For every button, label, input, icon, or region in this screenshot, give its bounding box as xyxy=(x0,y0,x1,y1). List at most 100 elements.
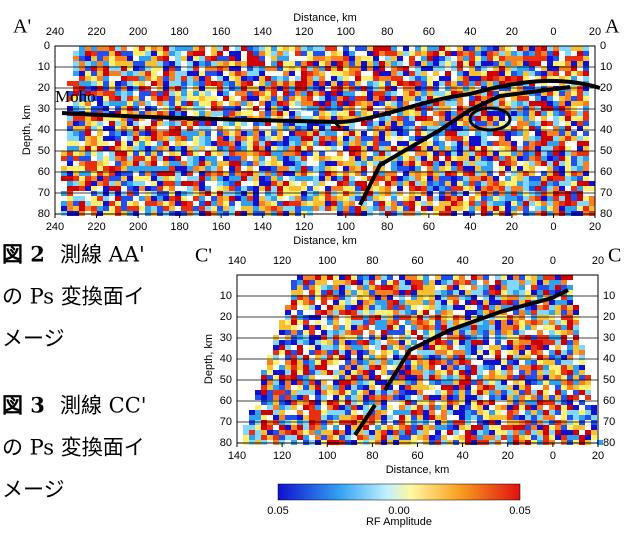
rf-cell xyxy=(519,425,525,430)
rf-cell xyxy=(537,290,543,295)
rf-cell xyxy=(375,345,381,350)
rf-cell xyxy=(297,285,303,290)
rf-cell xyxy=(331,191,337,196)
rf-cell xyxy=(571,56,577,61)
rf-cell xyxy=(565,136,571,141)
rf-cell xyxy=(505,156,511,161)
rf-cell xyxy=(549,410,555,415)
rf-cell xyxy=(343,91,349,96)
x-axis-label: Distance, km xyxy=(386,464,450,476)
rf-cell xyxy=(363,430,369,435)
rf-cell xyxy=(217,181,223,186)
rf-cell xyxy=(229,146,235,151)
rf-cell xyxy=(181,166,187,171)
rf-cell xyxy=(145,101,151,106)
rf-cell xyxy=(333,360,339,365)
rf-cell xyxy=(277,186,283,191)
rf-cell xyxy=(477,420,483,425)
rf-cell xyxy=(439,46,445,51)
rf-cell xyxy=(475,51,481,56)
rf-cell xyxy=(307,206,313,211)
rf-cell xyxy=(103,206,109,211)
rf-cell xyxy=(273,340,279,345)
rf-cell xyxy=(277,206,283,211)
rf-cell xyxy=(571,131,577,136)
rf-cell xyxy=(151,81,157,86)
rf-cell xyxy=(549,300,555,305)
rf-cell xyxy=(381,310,387,315)
rf-cell xyxy=(151,106,157,111)
rf-cell xyxy=(103,76,109,81)
y-tick-label: 0 xyxy=(600,40,606,52)
rf-cell xyxy=(151,151,157,156)
rf-cell xyxy=(381,300,387,305)
rf-cell xyxy=(423,430,429,435)
rf-cell xyxy=(573,370,579,375)
rf-cell xyxy=(271,201,277,206)
rf-cell xyxy=(471,330,477,335)
rf-cell xyxy=(181,86,187,91)
rf-cell xyxy=(541,96,547,101)
rf-cell xyxy=(399,420,405,425)
rf-cell xyxy=(253,201,259,206)
rf-cell xyxy=(343,206,349,211)
rf-cell xyxy=(495,325,501,330)
rf-cell xyxy=(457,141,463,146)
rf-cell xyxy=(73,146,79,151)
rf-cell xyxy=(309,350,315,355)
rf-cell xyxy=(511,191,517,196)
rf-cell xyxy=(501,345,507,350)
rf-cell xyxy=(561,350,567,355)
rf-cell xyxy=(519,380,525,385)
rf-cell xyxy=(249,410,255,415)
rf-cell xyxy=(429,330,435,335)
rf-cell xyxy=(67,206,73,211)
rf-cell xyxy=(217,186,223,191)
rf-cell xyxy=(403,46,409,51)
rf-cell xyxy=(379,146,385,151)
rf-cell xyxy=(397,101,403,106)
rf-cell xyxy=(577,56,583,61)
rf-cell xyxy=(415,51,421,56)
rf-cell xyxy=(387,370,393,375)
rf-cell xyxy=(393,345,399,350)
rf-cell xyxy=(211,51,217,56)
rf-cell xyxy=(271,141,277,146)
rf-cell xyxy=(175,161,181,166)
rf-cell xyxy=(523,56,529,61)
rf-cell xyxy=(465,380,471,385)
rf-cell xyxy=(343,51,349,56)
rf-cell xyxy=(453,395,459,400)
rf-cell xyxy=(345,375,351,380)
rf-cell xyxy=(235,106,241,111)
rf-cell xyxy=(297,420,303,425)
rf-cell xyxy=(279,330,285,335)
rf-cell xyxy=(453,335,459,340)
rf-cell xyxy=(403,96,409,101)
rf-cell xyxy=(387,315,393,320)
rf-cell xyxy=(369,320,375,325)
rf-cell xyxy=(403,161,409,166)
rf-cell xyxy=(571,121,577,126)
rf-cell xyxy=(513,415,519,420)
rf-cell xyxy=(325,111,331,116)
rf-cell xyxy=(525,340,531,345)
rf-cell xyxy=(309,300,315,305)
rf-cell xyxy=(175,46,181,51)
rf-cell xyxy=(375,340,381,345)
rf-cell xyxy=(415,166,421,171)
rf-cell xyxy=(361,206,367,211)
rf-cell xyxy=(565,116,571,121)
rf-cell xyxy=(465,360,471,365)
rf-cell xyxy=(297,360,303,365)
rf-cell xyxy=(553,186,559,191)
rf-cell xyxy=(567,415,573,420)
rf-cell xyxy=(363,340,369,345)
rf-cell xyxy=(85,131,91,136)
y-tick-label: 20 xyxy=(220,311,232,323)
rf-cell xyxy=(73,181,79,186)
x-tick-label: 20 xyxy=(502,255,514,267)
rf-cell xyxy=(175,81,181,86)
rf-cell xyxy=(163,206,169,211)
rf-cell xyxy=(403,81,409,86)
